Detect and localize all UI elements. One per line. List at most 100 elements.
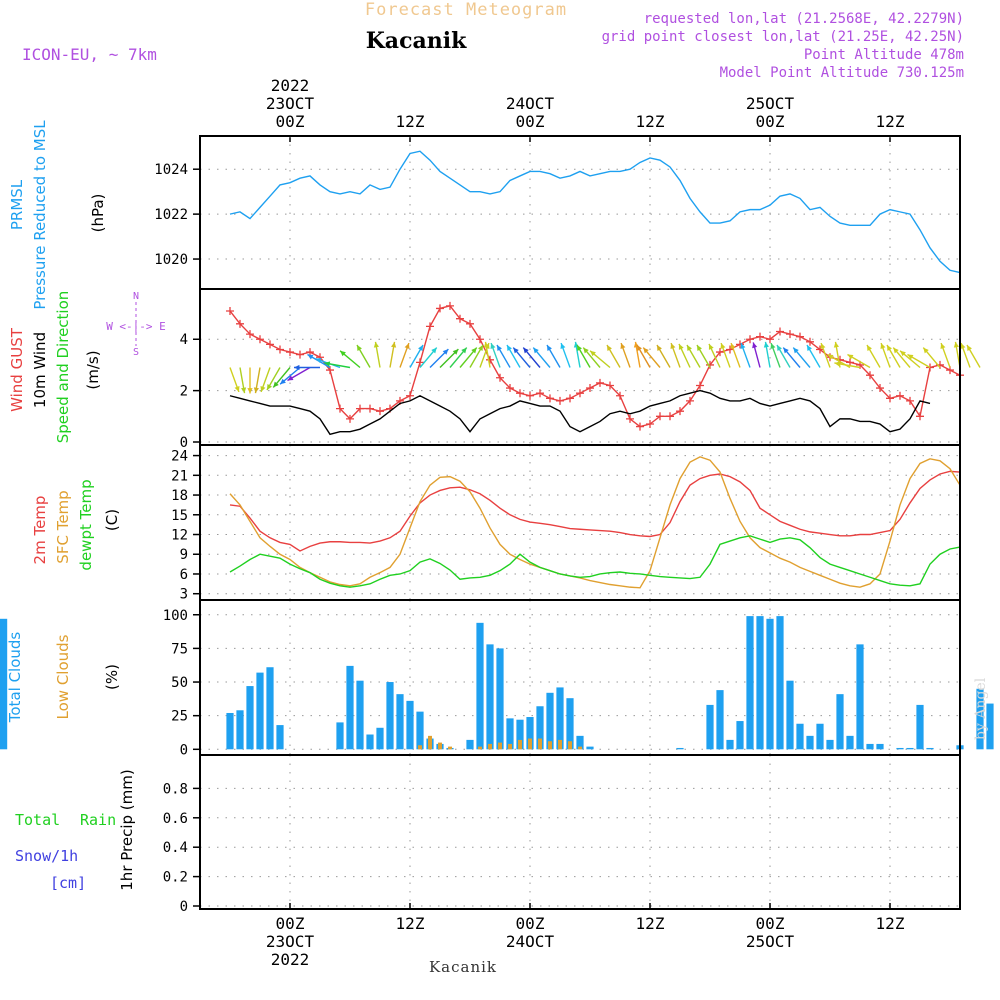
wind-arrow-head <box>708 343 714 350</box>
model-label: ICON-EU, ~ 7km <box>22 45 157 64</box>
low-clouds-bar <box>428 735 432 750</box>
y-tick-label: 15 <box>171 508 188 524</box>
gust-marker <box>646 420 654 429</box>
footer-location: Kacanik <box>429 958 497 976</box>
wind-arrow-head <box>590 350 596 357</box>
wind-arrow-head <box>533 347 539 354</box>
total-clouds-bar <box>416 711 424 750</box>
label-low-clouds: Low Clouds <box>54 634 72 719</box>
label-wind-gust: Wind GUST <box>8 327 26 412</box>
gust-marker <box>876 384 884 393</box>
gust-marker <box>736 340 744 349</box>
low-clouds-bar <box>418 745 422 750</box>
y-tick-label: 6 <box>180 567 188 583</box>
location-title: Kacanik <box>366 28 467 54</box>
total-clouds-bar <box>776 616 784 750</box>
total-clouds-bar <box>806 735 814 750</box>
total-clouds-bar <box>466 739 474 750</box>
wind-arrow-head <box>720 343 726 350</box>
wind-arrow-head <box>523 347 529 354</box>
wind-arrow-head <box>923 347 929 354</box>
wind-arrow-head <box>643 347 649 354</box>
label-total: Total <box>15 811 60 829</box>
top-time-label: 12Z <box>396 112 425 131</box>
y-tick-label: 0.6 <box>163 811 188 827</box>
wind-arrow-head <box>315 358 322 363</box>
top-time-label: 25OCT <box>746 94 795 113</box>
gust-marker <box>716 348 724 357</box>
gust-marker <box>796 332 804 341</box>
gust-marker <box>786 330 794 339</box>
wind-arrow-head <box>607 344 612 351</box>
wind-arrow-head <box>678 343 684 350</box>
gust-marker <box>406 391 414 400</box>
2m-temp-line <box>229 470 961 552</box>
watermark: by Angel <box>973 677 989 740</box>
panel-frame <box>199 599 961 756</box>
gust-marker <box>436 304 444 313</box>
gust-marker <box>546 394 554 403</box>
y-tick-label: 0 <box>180 435 188 451</box>
panel-temperature: 3 6 9 12 15 18 21 24 <box>171 444 961 603</box>
wind-arrow-head <box>807 344 812 351</box>
y-tick-label: 4 <box>180 332 188 348</box>
y-tick-label: 12 <box>171 528 188 544</box>
total-clouds-bar <box>896 747 904 750</box>
gust-marker <box>366 404 374 413</box>
wind-arrow-head <box>267 384 272 391</box>
top-time-label: 23OCT <box>266 94 315 113</box>
total-clouds-bar <box>976 688 984 750</box>
total-clouds-bar <box>836 694 844 750</box>
gust-marker <box>516 389 524 398</box>
total-clouds-bar <box>536 706 544 750</box>
compass-south: S <box>133 347 139 358</box>
gust-marker <box>296 350 304 359</box>
wind-arrow-head <box>461 347 467 354</box>
low-clouds-bar <box>438 742 442 750</box>
y-tick-label: 24 <box>171 449 188 465</box>
total-clouds-bar <box>916 704 924 750</box>
wind-arrow-head <box>887 344 892 351</box>
y-tick-label: 21 <box>171 468 188 484</box>
total-clouds-bar <box>826 739 834 750</box>
point-altitude: Point Altitude 478m <box>804 47 964 63</box>
low-clouds-bar <box>448 746 452 750</box>
wind-arrow-head <box>560 343 566 350</box>
label-hpa: (hPa) <box>89 194 107 233</box>
wind-arrow-head <box>763 341 769 348</box>
gust-marker <box>766 335 774 344</box>
label-total-clouds: Total Clouds <box>6 632 24 724</box>
gust-marker <box>426 322 434 331</box>
y-tick-label: 0 <box>180 899 188 915</box>
label-ms: (m/s) <box>84 350 102 389</box>
wind-arrow-head <box>452 349 459 355</box>
panel-precipitation: 0 0.2 0.4 0.6 0.8 <box>163 754 961 915</box>
wind-arrow-head <box>847 354 854 360</box>
panel-frame <box>199 135 961 290</box>
total-clouds-bar <box>566 698 574 750</box>
top-time-label: 12Z <box>636 112 665 131</box>
wind-arrow-head <box>497 344 502 351</box>
wind-arrow-head <box>307 354 314 360</box>
total-clouds-bar <box>246 686 254 750</box>
wind-arrow-head <box>893 347 899 354</box>
wind-arrow-head <box>483 341 489 348</box>
total-clouds-bar <box>476 622 484 750</box>
wind-arrow-head <box>880 343 886 350</box>
y-tick-label: 3 <box>180 587 188 603</box>
total-clouds-bar <box>986 703 994 750</box>
total-clouds-bar <box>406 700 414 750</box>
gust-marker <box>286 348 294 357</box>
total-clouds-bar <box>556 687 564 750</box>
wind-arrow-head <box>404 343 410 350</box>
total-clouds-bar <box>706 704 714 750</box>
wind-arrow-head <box>234 385 240 392</box>
gust-marker <box>566 394 574 403</box>
total-clouds-bar <box>376 727 384 750</box>
total-clouds-bar <box>796 723 804 750</box>
y-tick-label: 0.8 <box>163 781 188 797</box>
wind-arrow-head <box>431 347 437 354</box>
wind-arrow-head <box>740 343 746 350</box>
wind-arrow-head <box>770 343 776 350</box>
bottom-time-label: 24OCT <box>506 932 555 951</box>
